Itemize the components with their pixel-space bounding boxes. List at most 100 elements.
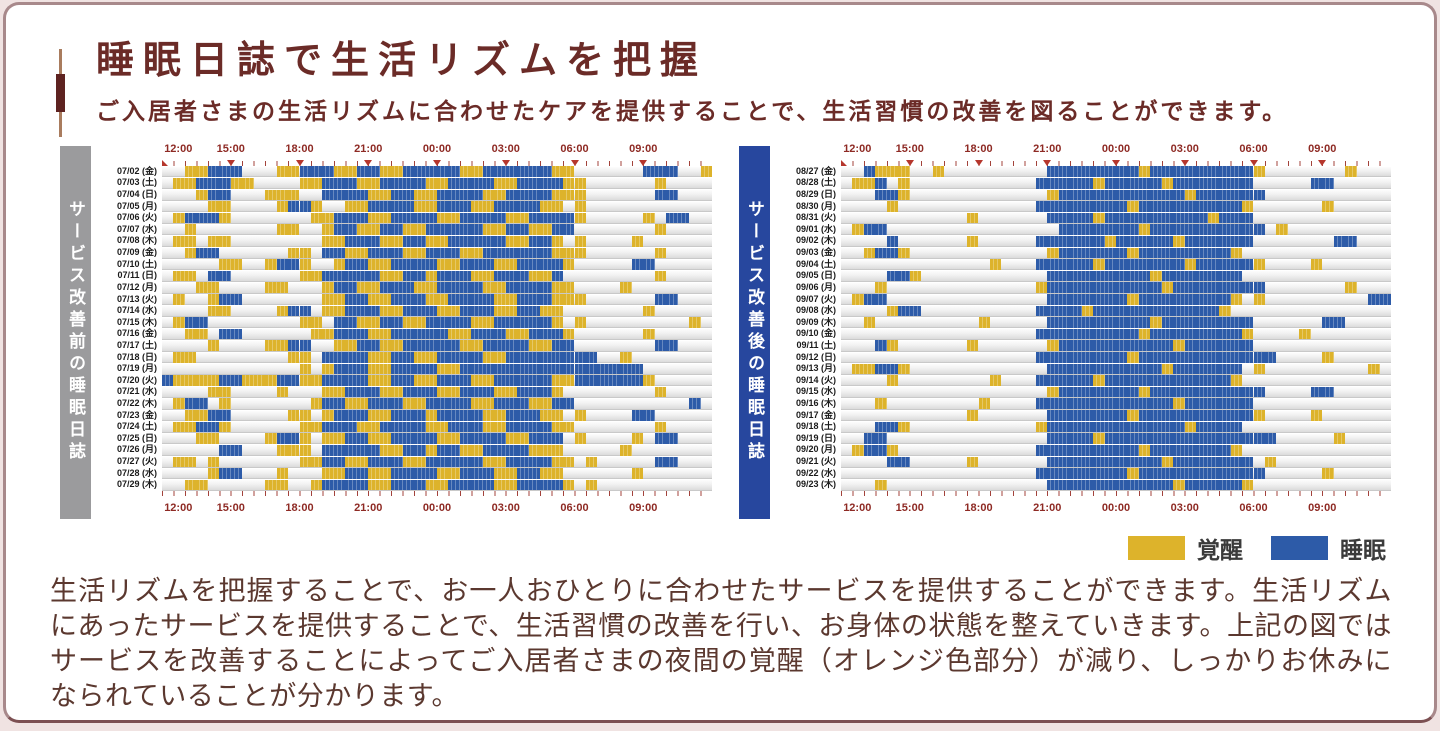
sleep-segment — [1081, 282, 1094, 293]
wake-segment — [1047, 386, 1060, 398]
wake-segment — [299, 433, 312, 444]
wake-segment — [1127, 468, 1140, 479]
wake-segment — [875, 479, 888, 491]
sleep-segment — [608, 363, 621, 375]
sleep-segment — [1173, 224, 1186, 235]
wake-segment — [540, 305, 553, 317]
wake-segment — [494, 282, 507, 293]
sleep-segment — [528, 456, 541, 468]
sleep-segment — [585, 352, 598, 363]
wake-segment — [299, 421, 312, 433]
sleep-segment — [505, 282, 518, 293]
sleep-segment — [402, 433, 415, 444]
sleep-segment — [1184, 444, 1197, 456]
wake-segment — [886, 201, 899, 212]
sleep-segment — [1207, 468, 1220, 479]
wake-segment — [540, 224, 553, 235]
sleep-segment — [1070, 386, 1083, 398]
time-tick-label: 12:00 — [164, 142, 193, 155]
sleep-segment — [219, 375, 232, 386]
wake-segment — [437, 479, 449, 491]
wake-segment — [173, 270, 186, 282]
sleep-segment — [1196, 328, 1209, 340]
wake-segment — [184, 456, 197, 468]
sleep-segment — [540, 282, 553, 293]
wake-segment — [425, 375, 438, 386]
sleep-segment — [471, 224, 484, 235]
sleep-segment — [1138, 398, 1151, 410]
sleep-segment — [1093, 166, 1106, 177]
sleep-segment — [1104, 259, 1117, 270]
sleep-segment — [1184, 340, 1197, 352]
sleep-segment — [1150, 456, 1163, 468]
wake-segment — [689, 317, 702, 328]
sleep-segment — [402, 294, 415, 305]
wake-segment — [207, 468, 220, 479]
sleep-segment — [574, 363, 587, 375]
sleep-segment — [1219, 456, 1232, 468]
sleep-segment — [448, 444, 461, 456]
sleep-segment — [310, 166, 323, 177]
sleep-segment — [1047, 421, 1060, 433]
sleep-segment — [379, 317, 392, 328]
sleep-segment — [1173, 259, 1186, 270]
sleep-segment — [494, 433, 507, 444]
sleep-segment — [1058, 375, 1071, 386]
wake-segment — [459, 166, 472, 177]
sleep-segment — [207, 421, 220, 433]
sleep-segment — [219, 177, 232, 189]
sleep-segment — [1058, 328, 1071, 340]
wake-segment — [276, 340, 289, 352]
wake-segment — [425, 444, 438, 456]
sleep-segment — [345, 282, 358, 293]
wake-segment — [299, 375, 312, 386]
sleep-segment — [471, 456, 484, 468]
wake-segment — [540, 468, 553, 479]
date-label: 07/27 (火) — [116, 456, 157, 467]
wake-segment — [368, 410, 381, 421]
sleep-segment — [1058, 456, 1071, 468]
wake-segment — [333, 340, 346, 352]
sleep-segment — [345, 386, 358, 398]
sleep-segment — [219, 444, 232, 456]
wake-segment — [482, 317, 495, 328]
sleep-segment — [437, 166, 449, 177]
time-tick-label: 00:00 — [422, 501, 452, 514]
sleep-segment — [1196, 363, 1209, 375]
sleep-segment — [1230, 166, 1243, 177]
sleep-segment — [1161, 224, 1174, 235]
sleep-segment — [1093, 294, 1106, 305]
date-label: 09/03 (金) — [795, 247, 836, 258]
sleep-segment — [505, 456, 518, 468]
wake-segment — [471, 201, 484, 212]
sleep-segment — [1081, 177, 1094, 189]
sleep-segment — [563, 363, 575, 375]
date-label: 09/07 (火) — [795, 293, 836, 304]
wake-segment — [448, 328, 461, 340]
sleep-segment — [886, 363, 899, 375]
wake-segment — [551, 166, 564, 177]
sleep-segment — [1093, 282, 1106, 293]
sleep-segment — [1196, 270, 1209, 282]
sleep-segment — [482, 294, 495, 305]
sleep-segment — [1207, 166, 1220, 177]
sleep-row — [162, 281, 712, 294]
sleep-segment — [1116, 398, 1128, 410]
legend-label-sleep: 睡眠 — [1340, 536, 1386, 563]
time-tick-label: 12:00 — [164, 501, 193, 514]
sleep-segment — [1116, 259, 1128, 270]
wake-segment — [345, 201, 358, 212]
sleep-segment — [1242, 224, 1254, 235]
sleep-segment — [1379, 294, 1392, 305]
sleep-segment — [437, 317, 449, 328]
wake-segment — [322, 468, 335, 479]
sleep-segment — [1127, 305, 1140, 317]
sleep-row — [162, 351, 712, 364]
sleep-segment — [459, 294, 472, 305]
sleep-segment — [459, 468, 472, 479]
date-label: 09/16 (木) — [795, 397, 836, 408]
sleep-segment — [391, 433, 404, 444]
sleep-segment — [1322, 317, 1335, 328]
sleep-segment — [1081, 224, 1094, 235]
sleep-segment — [1150, 386, 1163, 398]
